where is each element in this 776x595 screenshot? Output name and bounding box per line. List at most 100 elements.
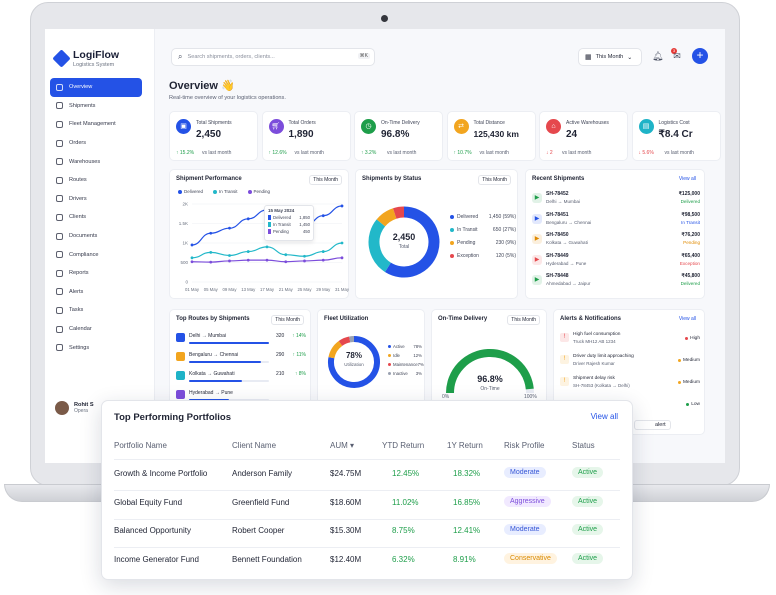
data-point[interactable] xyxy=(246,258,250,262)
search-placeholder: Search shipments, orders, clients... xyxy=(187,54,275,60)
data-point[interactable] xyxy=(228,226,231,230)
alerts-action[interactable]: alert xyxy=(634,420,671,430)
data-point[interactable] xyxy=(228,259,231,263)
sidebar-item-orders[interactable]: Orders xyxy=(50,134,142,153)
data-point[interactable] xyxy=(246,250,250,253)
data-point[interactable] xyxy=(209,231,213,235)
data-point[interactable] xyxy=(209,250,213,254)
fleet-slice[interactable] xyxy=(328,336,380,388)
table-row[interactable]: Global Equity Fund Greenfield Fund $18.60M… xyxy=(102,495,632,516)
alerts-icon xyxy=(56,288,63,296)
fleet-legend: Active 78% Idle 12% Maintenance 7% Inactive 3% xyxy=(388,342,424,378)
status-slice[interactable] xyxy=(368,219,392,272)
fleet-value: 78% xyxy=(345,351,362,360)
kpi-card[interactable]: ⌂ Active Warehouses 24 ↓ 2 vs last month xyxy=(539,111,628,161)
box-icon: ▣ xyxy=(176,119,191,134)
route-row[interactable]: Kolkata → Guwahati 210 ↑ 8% xyxy=(176,370,306,389)
data-point[interactable] xyxy=(303,259,306,263)
shipment-row[interactable]: ▶ SH-78452 Delhi → Mumbai ₹125,000 Delivered xyxy=(532,190,700,211)
sidebar-item-compliance[interactable]: Compliance xyxy=(50,245,142,264)
alerts-view-all[interactable]: View all xyxy=(678,316,696,322)
kpi-card[interactable]: ◷ On-Time Delivery 96.8% ↑ 3.2% vs last mont… xyxy=(354,111,443,161)
data-point[interactable] xyxy=(321,214,325,218)
user-name: Rohit S xyxy=(74,402,94,408)
user-profile[interactable]: Rohit S Opera xyxy=(55,401,94,415)
portfolio-view-all[interactable]: View all xyxy=(590,412,618,421)
routes-period[interactable]: This Month xyxy=(271,315,304,325)
fleet-label: Active xyxy=(393,344,405,349)
shipment-row[interactable]: ▶ SH-78449 Hyderabad → Pune ₹65,400 Exceptio… xyxy=(532,252,700,273)
data-point[interactable] xyxy=(284,253,288,257)
table-row[interactable]: Growth & Income Portfolio Anderson Family… xyxy=(102,467,632,487)
sidebar-item-shipments[interactable]: Shipments xyxy=(50,97,142,116)
status-slice[interactable] xyxy=(384,206,440,278)
alert-level: High xyxy=(685,336,700,341)
status-slice[interactable] xyxy=(393,206,405,219)
status-legend-item: In Transit 650 (27%) xyxy=(450,223,516,236)
search-input[interactable]: ⌕ Search shipments, orders, clients... ⌘… xyxy=(171,48,375,66)
table-row[interactable]: Balanced Opportunity Robert Cooper $15.30M… xyxy=(102,524,632,544)
ontime-label: On-Time xyxy=(480,386,500,392)
fleet-legend-label-wrap: Idle xyxy=(388,353,400,358)
status-period[interactable]: This Month xyxy=(478,175,511,185)
data-point[interactable] xyxy=(190,256,194,260)
kpi-card[interactable]: ⇄ Total Distance 125,430 km ↑ 10.7% vs last … xyxy=(446,111,536,161)
alert-item[interactable]: Low xyxy=(560,398,700,420)
alert-item[interactable]: ! High fuel consumption Truck MH12 AB 1234… xyxy=(560,332,700,354)
recent-view-all[interactable]: View all xyxy=(678,176,696,182)
sidebar-item-settings[interactable]: Settings xyxy=(50,338,142,357)
bell-icon[interactable]: 🔔︎ xyxy=(652,51,664,61)
performance-period[interactable]: This Month xyxy=(309,175,342,185)
fleet-slice[interactable] xyxy=(328,340,343,359)
sidebar-item-drivers[interactable]: Drivers xyxy=(50,190,142,209)
data-point[interactable] xyxy=(209,260,213,264)
data-point[interactable] xyxy=(228,254,231,257)
column-header[interactable]: AUM ▾ xyxy=(330,441,355,450)
route-count: 320 xyxy=(276,333,285,339)
mail-icon[interactable]: ✉ xyxy=(673,51,681,61)
data-point[interactable] xyxy=(190,243,194,247)
table-row[interactable]: Income Generator Fund Bennett Foundation $… xyxy=(102,552,632,573)
add-button[interactable]: + xyxy=(692,48,708,64)
alert-item[interactable]: ! Shipment delay risk SH-78453 (Kolkata → … xyxy=(560,376,700,398)
data-point[interactable] xyxy=(340,256,344,260)
compliance-icon xyxy=(56,251,63,259)
shipment-row[interactable]: ▶ SH-78448 Ahmedabad → Jaipur ₹45,800 Delive… xyxy=(532,272,700,293)
kpi-card[interactable]: ▣ Total Shipments 2,450 ↑ 15.2% vs last mont… xyxy=(169,111,258,161)
sidebar-item-documents[interactable]: Documents xyxy=(50,227,142,246)
column-header: Portfolio Name xyxy=(114,441,167,450)
data-point[interactable] xyxy=(246,217,250,221)
sidebar-item-fleet-management[interactable]: Fleet Management xyxy=(50,115,142,134)
route-row[interactable]: Delhi → Mumbai 320 ↑ 14% xyxy=(176,332,306,351)
sidebar-item-reports[interactable]: Reports xyxy=(50,264,142,283)
sidebar-item-routes[interactable]: Routes xyxy=(50,171,142,190)
data-point[interactable] xyxy=(303,254,306,258)
period-select[interactable]: ▦ This Month ⌄ xyxy=(578,48,642,66)
client-name: Bennett Foundation xyxy=(232,554,302,564)
data-point[interactable] xyxy=(340,204,344,208)
data-point[interactable] xyxy=(265,245,269,249)
sidebar-item-tasks[interactable]: Tasks xyxy=(50,301,142,320)
data-point[interactable] xyxy=(265,258,269,262)
data-point[interactable] xyxy=(340,241,344,245)
kpi-card[interactable]: 🛒︎ Total Orders 1,890 ↑ 12.6% vs last month xyxy=(261,111,351,161)
sidebar-item-warehouses[interactable]: Warehouses xyxy=(50,152,142,171)
route-row[interactable]: Bengaluru → Chennai 290 ↑ 11% xyxy=(176,351,306,370)
fleet-slice[interactable] xyxy=(338,336,351,346)
sidebar-item-clients[interactable]: Clients xyxy=(50,208,142,227)
ontime-period[interactable]: This Month xyxy=(507,315,540,325)
shipment-row[interactable]: ▶ SH-78450 Kolkata → Guwahati ₹76,200 Pendin… xyxy=(532,231,700,252)
data-point[interactable] xyxy=(321,258,325,262)
data-point[interactable] xyxy=(321,250,325,253)
alert-item[interactable]: ! Driver duty limit approaching Driver Raj… xyxy=(560,354,700,376)
sidebar-item-calendar[interactable]: Calendar xyxy=(50,320,142,339)
data-point[interactable] xyxy=(284,260,288,264)
status-slice[interactable] xyxy=(376,208,397,227)
alert-level-label: High xyxy=(690,336,700,341)
column-header: 1Y Return xyxy=(447,441,483,450)
sidebar-item-alerts[interactable]: Alerts xyxy=(50,283,142,302)
kpi-card[interactable]: ▤ Logistics Cost ₹8.4 Cr ↓ 5.6% vs last mont… xyxy=(631,111,721,161)
data-point[interactable] xyxy=(190,260,194,264)
sidebar-item-overview[interactable]: Overview xyxy=(50,78,142,97)
shipment-row[interactable]: ▶ SH-78451 Bengaluru → Chennai ₹98,500 In Tr… xyxy=(532,211,700,232)
